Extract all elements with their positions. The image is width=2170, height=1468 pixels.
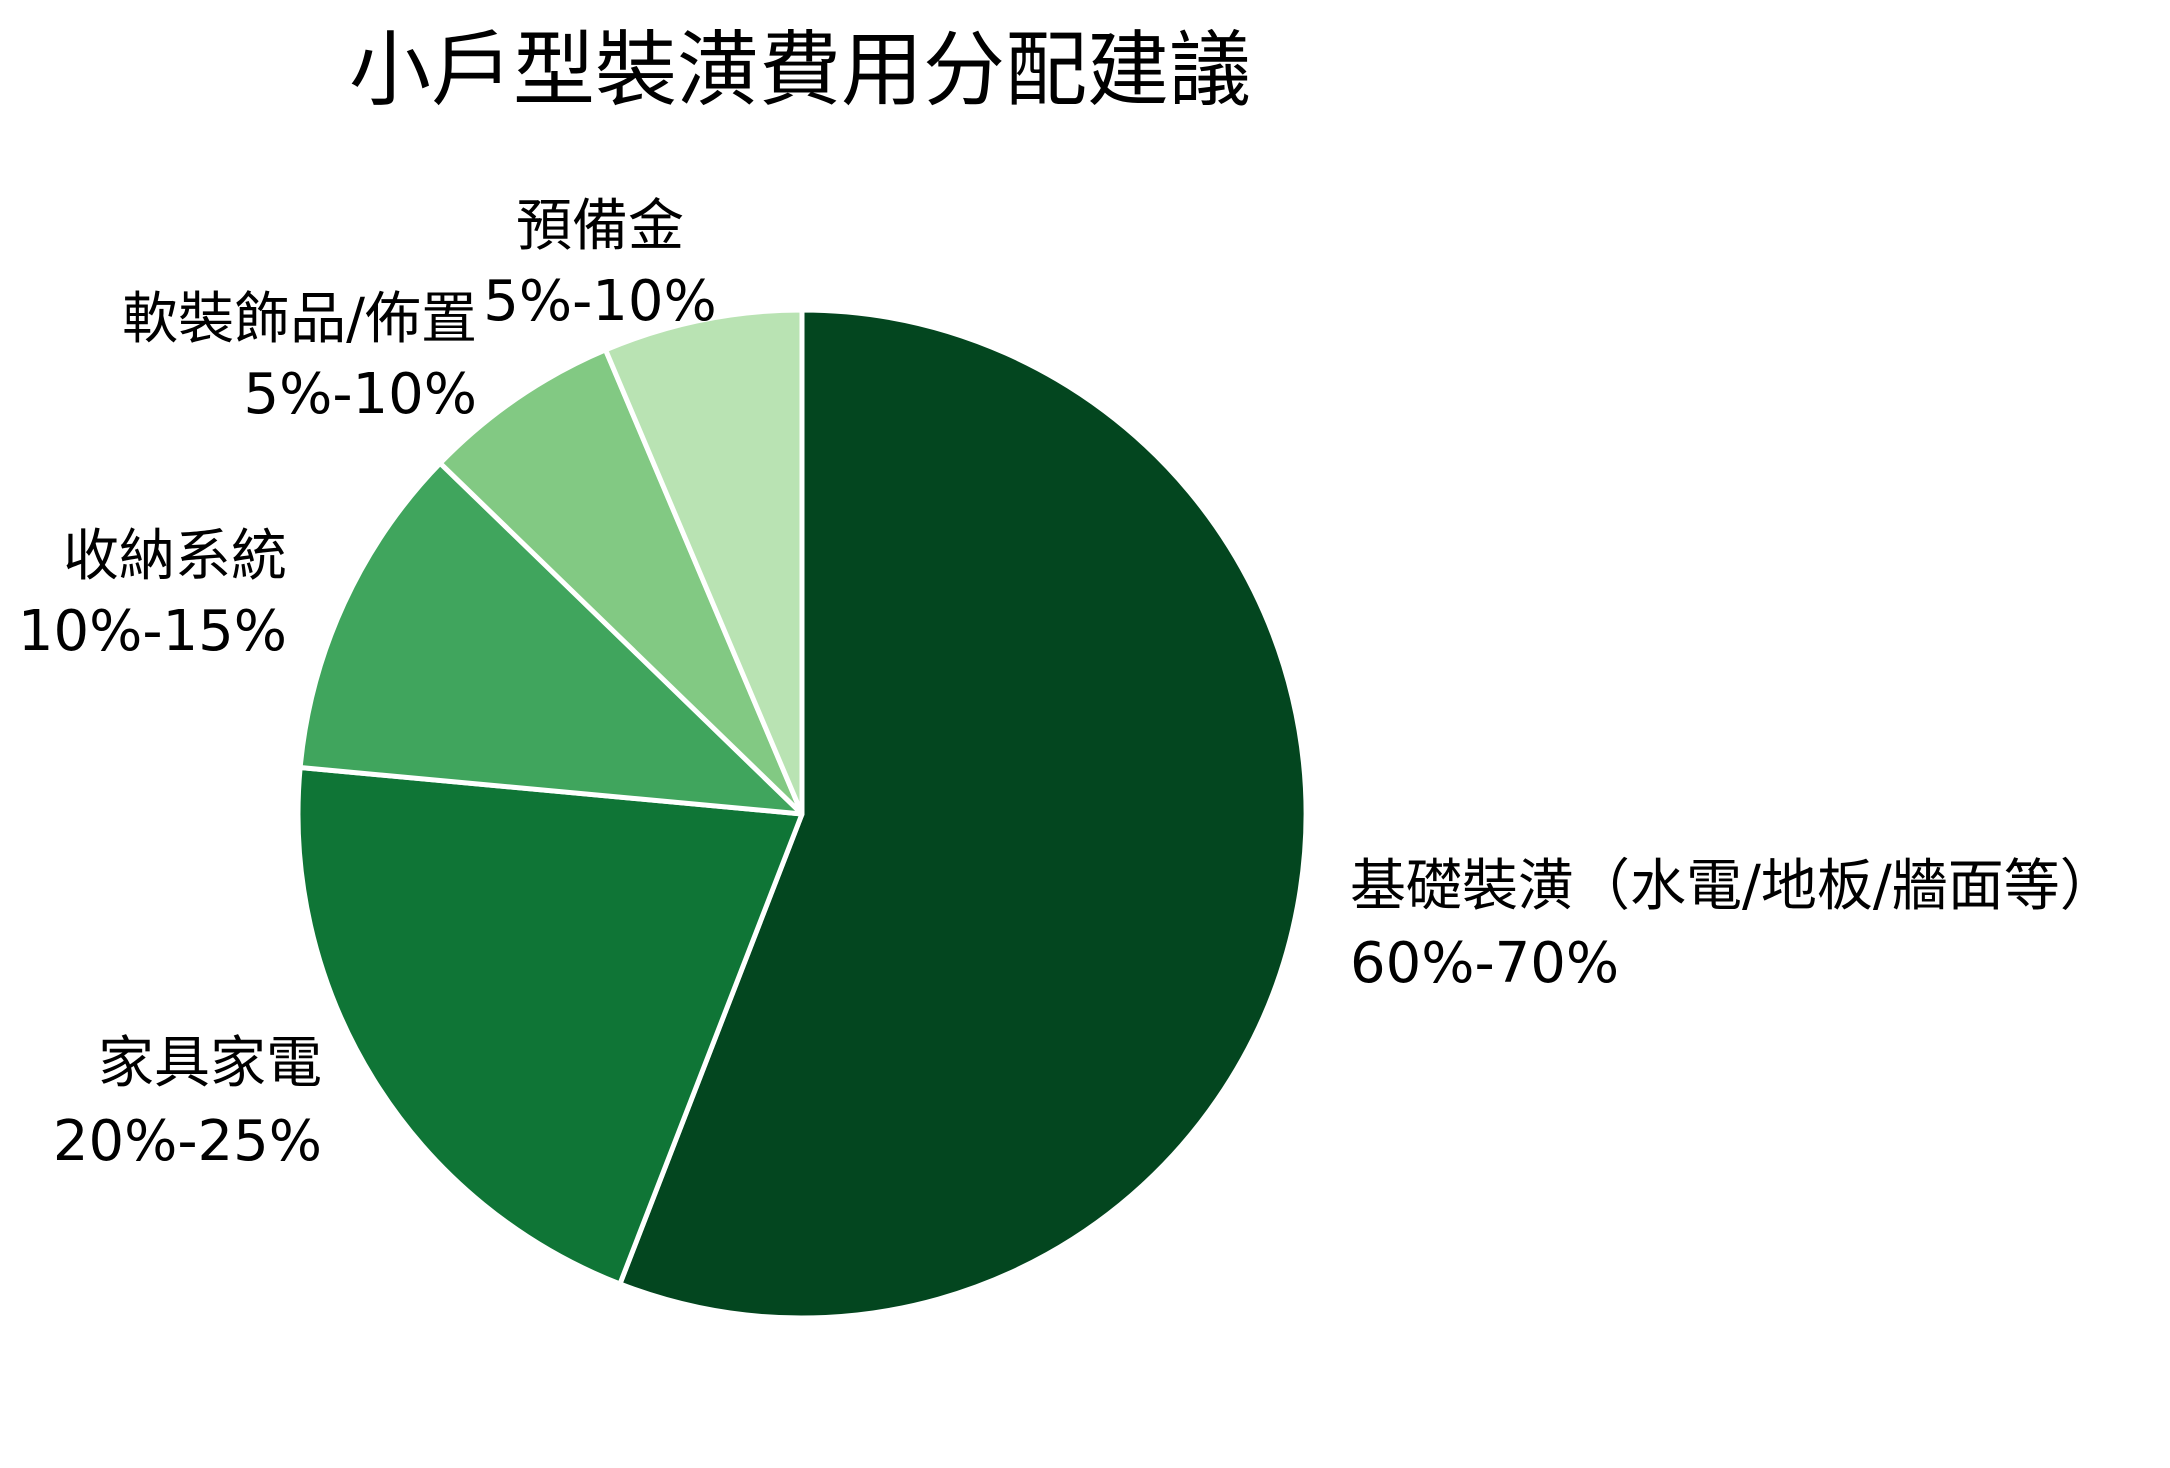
pie-slice-4 xyxy=(437,347,805,817)
pie-slice-2 xyxy=(295,765,805,1287)
slice-range-5: 5%-10% xyxy=(483,269,717,334)
pie-slice-3 xyxy=(297,460,805,817)
pie-slices xyxy=(295,307,1309,1321)
slice-label-3: 收納系統 xyxy=(63,524,287,589)
slice-range-3: 10%-15% xyxy=(18,599,287,664)
slice-label-1: 基礎裝潢（水電/地板/牆面等） xyxy=(1350,854,2116,919)
chart-title: 小戶型裝潢費用分配建議 xyxy=(349,23,1251,118)
slice-label-2: 家具家電 xyxy=(98,1031,322,1096)
slice-label-4: 軟裝飾品/佈置 xyxy=(122,287,477,352)
slice-range-2: 20%-25% xyxy=(53,1109,322,1174)
slice-label-5: 預備金 xyxy=(516,194,684,259)
pie-labels: 基礎裝潢（水電/地板/牆面等） 60%-70% 家具家電 20%-25% 收納系統 10%… xyxy=(18,194,2116,1174)
slice-range-1: 60%-70% xyxy=(1350,931,1619,996)
pie-slice-1 xyxy=(617,307,1309,1321)
slice-range-4: 5%-10% xyxy=(243,362,477,427)
pie-slice-5 xyxy=(603,307,805,817)
